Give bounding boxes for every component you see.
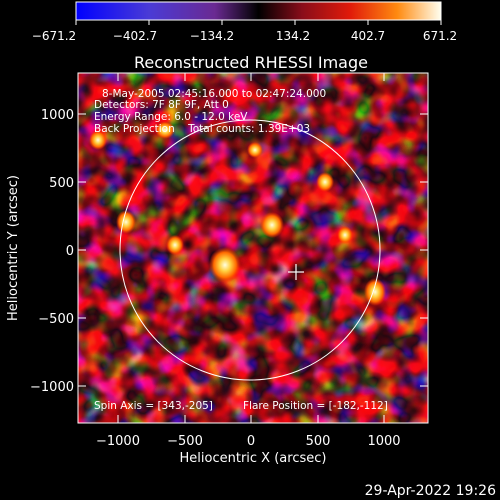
x-axis-label: Heliocentric X (arcsec) [180, 451, 327, 466]
colorbar-ticks [75, 20, 442, 25]
colorbar-tick-label: −134.2 [190, 29, 234, 43]
colorbar-gradient [75, 1, 442, 21]
x-tick-label: 0 [247, 434, 255, 449]
flare-position-cross [288, 264, 304, 280]
y-tick-label: −500 [38, 312, 74, 327]
x-axis-ticks [117, 73, 385, 423]
y-tick-label: 1000 [41, 108, 74, 123]
y-tick-label: 500 [49, 176, 74, 191]
x-tick-label: −500 [167, 434, 203, 449]
x-tick-label: −1000 [96, 434, 140, 449]
plot-frame [77, 72, 429, 424]
observation-time: 8-May-2005 02:45:16.000 to 02:47:24.000 [102, 88, 326, 100]
plot-title: Reconstructed RHESSI Image [134, 53, 368, 72]
flare-position: Flare Position = [-182,-112] [243, 400, 388, 412]
y-tick-label: −1000 [30, 380, 74, 395]
y-tick-label: 0 [66, 244, 74, 259]
y-axis-ticks [78, 113, 428, 387]
render-timestamp: 29-Apr-2022 19:26 [365, 483, 496, 499]
x-tick-label: 500 [306, 434, 331, 449]
colorbar-tick-label: 134.2 [276, 29, 310, 43]
x-tick-label: 1000 [367, 434, 400, 449]
reconstructed-image [78, 73, 428, 423]
colorbar-tick-label: −402.7 [113, 29, 157, 43]
solar-limb-circle [119, 119, 381, 381]
colorbar-tick-label: 671.2 [423, 29, 457, 43]
colorbar-tick-label: −671.2 [32, 29, 76, 43]
method-and-counts: Back Projection Total counts: 1.39E+03 [94, 123, 310, 135]
detectors-info: Detectors: 7F 8F 9F, Att 0 [94, 99, 229, 111]
colorbar-tick-label: 402.7 [351, 29, 385, 43]
spin-axis: Spin Axis = [343,-205] [94, 400, 213, 412]
energy-range: Energy Range: 6.0 - 12.0 keV [94, 111, 248, 123]
y-axis-label: Heliocentric Y (arcsec) [6, 175, 21, 321]
colorbar: −671.2 −402.7 −134.2 134.2 402.7 671.2 [32, 1, 457, 43]
bright-sources [89, 121, 386, 306]
